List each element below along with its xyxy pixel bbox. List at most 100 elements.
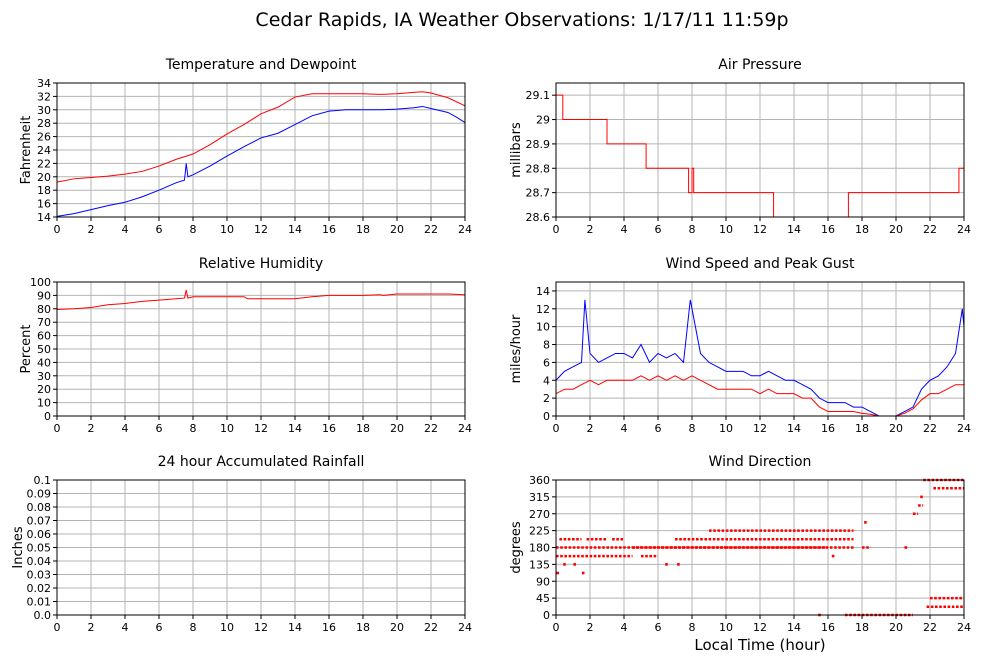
direction-point (864, 521, 867, 524)
direction-x-tick-label: 22 (923, 621, 937, 634)
wind-x-tick-label: 20 (889, 422, 903, 435)
wind-x-tick-label: 14 (787, 422, 801, 435)
direction-point (831, 554, 835, 558)
pressure-chart: 0 2 4 6 8 10 12 14 16 18 20 22 2428.628.728.828.9292… (509, 57, 971, 236)
rain-y-tick-label: 0.06 (27, 528, 52, 541)
direction-y-tick-label: 315 (529, 491, 550, 504)
pressure-x-tick-label: 16 (821, 223, 835, 236)
rain-chart: 0 2 4 6 8 10 12 14 16 18 20 22 240.00.010.020.030.04… (11, 454, 472, 634)
rain-x-tick-label: 6 (156, 621, 163, 634)
humidity-x-tick-label: 6 (156, 422, 163, 435)
direction-x-tick-label: 10 (719, 621, 733, 634)
temp-chart: 0 2 4 6 8 10 12 14 16 18 20 22 241416182022242628303… (19, 57, 472, 236)
direction-point (581, 571, 585, 575)
humidity-y-tick-label: 10 (37, 397, 51, 410)
wind-x-tick-label: 0 (553, 422, 560, 435)
temp-x-tick-label: 10 (220, 223, 234, 236)
wind-y-tick-label: 4 (543, 374, 550, 387)
temp-series-line (56, 105, 466, 217)
humidity-x-tick-label: 24 (458, 422, 472, 435)
temp-x-tick-label: 2 (88, 223, 95, 236)
direction-y-tick-label: 225 (529, 525, 550, 538)
rain-x-tick-label: 2 (88, 621, 95, 634)
rain-y-tick-label: 0.08 (27, 501, 52, 514)
direction-point (677, 563, 680, 566)
rain-x-tick-label: 10 (220, 621, 234, 634)
pressure-x-tick-label: 10 (719, 223, 733, 236)
rain-x-tick-label: 14 (288, 621, 302, 634)
rain-x-tick-label: 8 (190, 621, 197, 634)
rain-y-tick-label: 0.03 (27, 569, 52, 582)
humidity-x-tick-label: 10 (220, 422, 234, 435)
wind-x-tick-label: 4 (621, 422, 628, 435)
temp-x-tick-label: 0 (54, 223, 61, 236)
wind-x-tick-label: 24 (957, 422, 971, 435)
rain-y-tick-label: 0.09 (27, 488, 52, 501)
direction-y-tick-label: 90 (536, 575, 550, 588)
direction-x-tick-label: 4 (621, 621, 628, 634)
direction-chart-title: Wind Direction (709, 454, 812, 470)
wind-y-axis-label: miles/hour (509, 314, 524, 383)
temp-series-line (56, 91, 466, 183)
rain-x-tick-label: 0 (54, 621, 61, 634)
temp-y-tick-label: 26 (37, 131, 51, 144)
direction-y-tick-label: 270 (529, 508, 550, 521)
direction-x-tick-label: 14 (787, 621, 801, 634)
humidity-y-tick-label: 80 (37, 303, 51, 316)
pressure-x-tick-label: 2 (587, 223, 594, 236)
humidity-x-tick-label: 4 (122, 422, 129, 435)
temp-y-tick-label: 28 (37, 117, 51, 130)
temp-chart-title: Temperature and Dewpoint (165, 57, 357, 73)
pressure-x-tick-label: 8 (689, 223, 696, 236)
rain-y-tick-label: 0.07 (27, 515, 52, 528)
humidity-x-tick-label: 16 (322, 422, 336, 435)
temp-y-tick-label: 20 (37, 171, 51, 184)
direction-y-tick-label: 180 (529, 542, 550, 555)
humidity-y-tick-label: 30 (37, 370, 51, 383)
pressure-x-tick-label: 14 (787, 223, 801, 236)
humidity-x-tick-label: 0 (54, 422, 61, 435)
wind-y-tick-label: 10 (536, 321, 550, 334)
humidity-y-axis-label: Percent (19, 325, 34, 374)
direction-x-tick-label: 2 (587, 621, 594, 634)
humidity-y-tick-label: 50 (37, 343, 51, 356)
pressure-y-tick-label: 29.1 (526, 89, 551, 102)
direction-x-tick-label: 16 (821, 621, 835, 634)
direction-y-tick-label: 360 (529, 474, 550, 487)
humidity-chart-title: Relative Humidity (199, 256, 323, 272)
temp-x-tick-label: 16 (322, 223, 336, 236)
rain-x-tick-label: 20 (390, 621, 404, 634)
humidity-x-tick-label: 2 (88, 422, 95, 435)
temp-x-tick-label: 8 (190, 223, 197, 236)
wind-x-tick-label: 18 (855, 422, 869, 435)
direction-x-tick-label: 18 (855, 621, 869, 634)
temp-x-tick-label: 6 (156, 223, 163, 236)
humidity-x-tick-label: 20 (390, 422, 404, 435)
wind-y-tick-label: 8 (543, 339, 550, 352)
humidity-y-tick-label: 60 (37, 330, 51, 343)
pressure-y-tick-label: 28.7 (526, 187, 551, 200)
wind-x-tick-label: 12 (753, 422, 767, 435)
temp-y-axis-label: Fahrenheit (19, 116, 34, 185)
pressure-x-tick-label: 22 (923, 223, 937, 236)
humidity-x-tick-label: 8 (190, 422, 197, 435)
rain-y-tick-label: 0.0 (34, 609, 52, 622)
direction-point (573, 563, 576, 566)
temp-y-tick-label: 30 (37, 104, 51, 117)
pressure-x-tick-label: 20 (889, 223, 903, 236)
rain-y-tick-label: 0.02 (27, 582, 52, 595)
temp-y-tick-label: 24 (37, 144, 51, 157)
rain-y-tick-label: 0.05 (27, 542, 52, 555)
wind-y-tick-label: 14 (536, 285, 550, 298)
direction-point (665, 563, 668, 566)
pressure-x-tick-label: 12 (753, 223, 767, 236)
wind-x-tick-label: 2 (587, 422, 594, 435)
direction-x-tick-label: 8 (689, 621, 696, 634)
shared-x-axis-label: Local Time (hour) (694, 636, 825, 654)
temp-x-tick-label: 14 (288, 223, 302, 236)
wind-y-tick-label: 12 (536, 303, 550, 316)
temp-y-tick-label: 22 (37, 157, 51, 170)
direction-x-tick-label: 20 (889, 621, 903, 634)
wind-chart-title: Wind Speed and Peak Gust (666, 256, 855, 272)
